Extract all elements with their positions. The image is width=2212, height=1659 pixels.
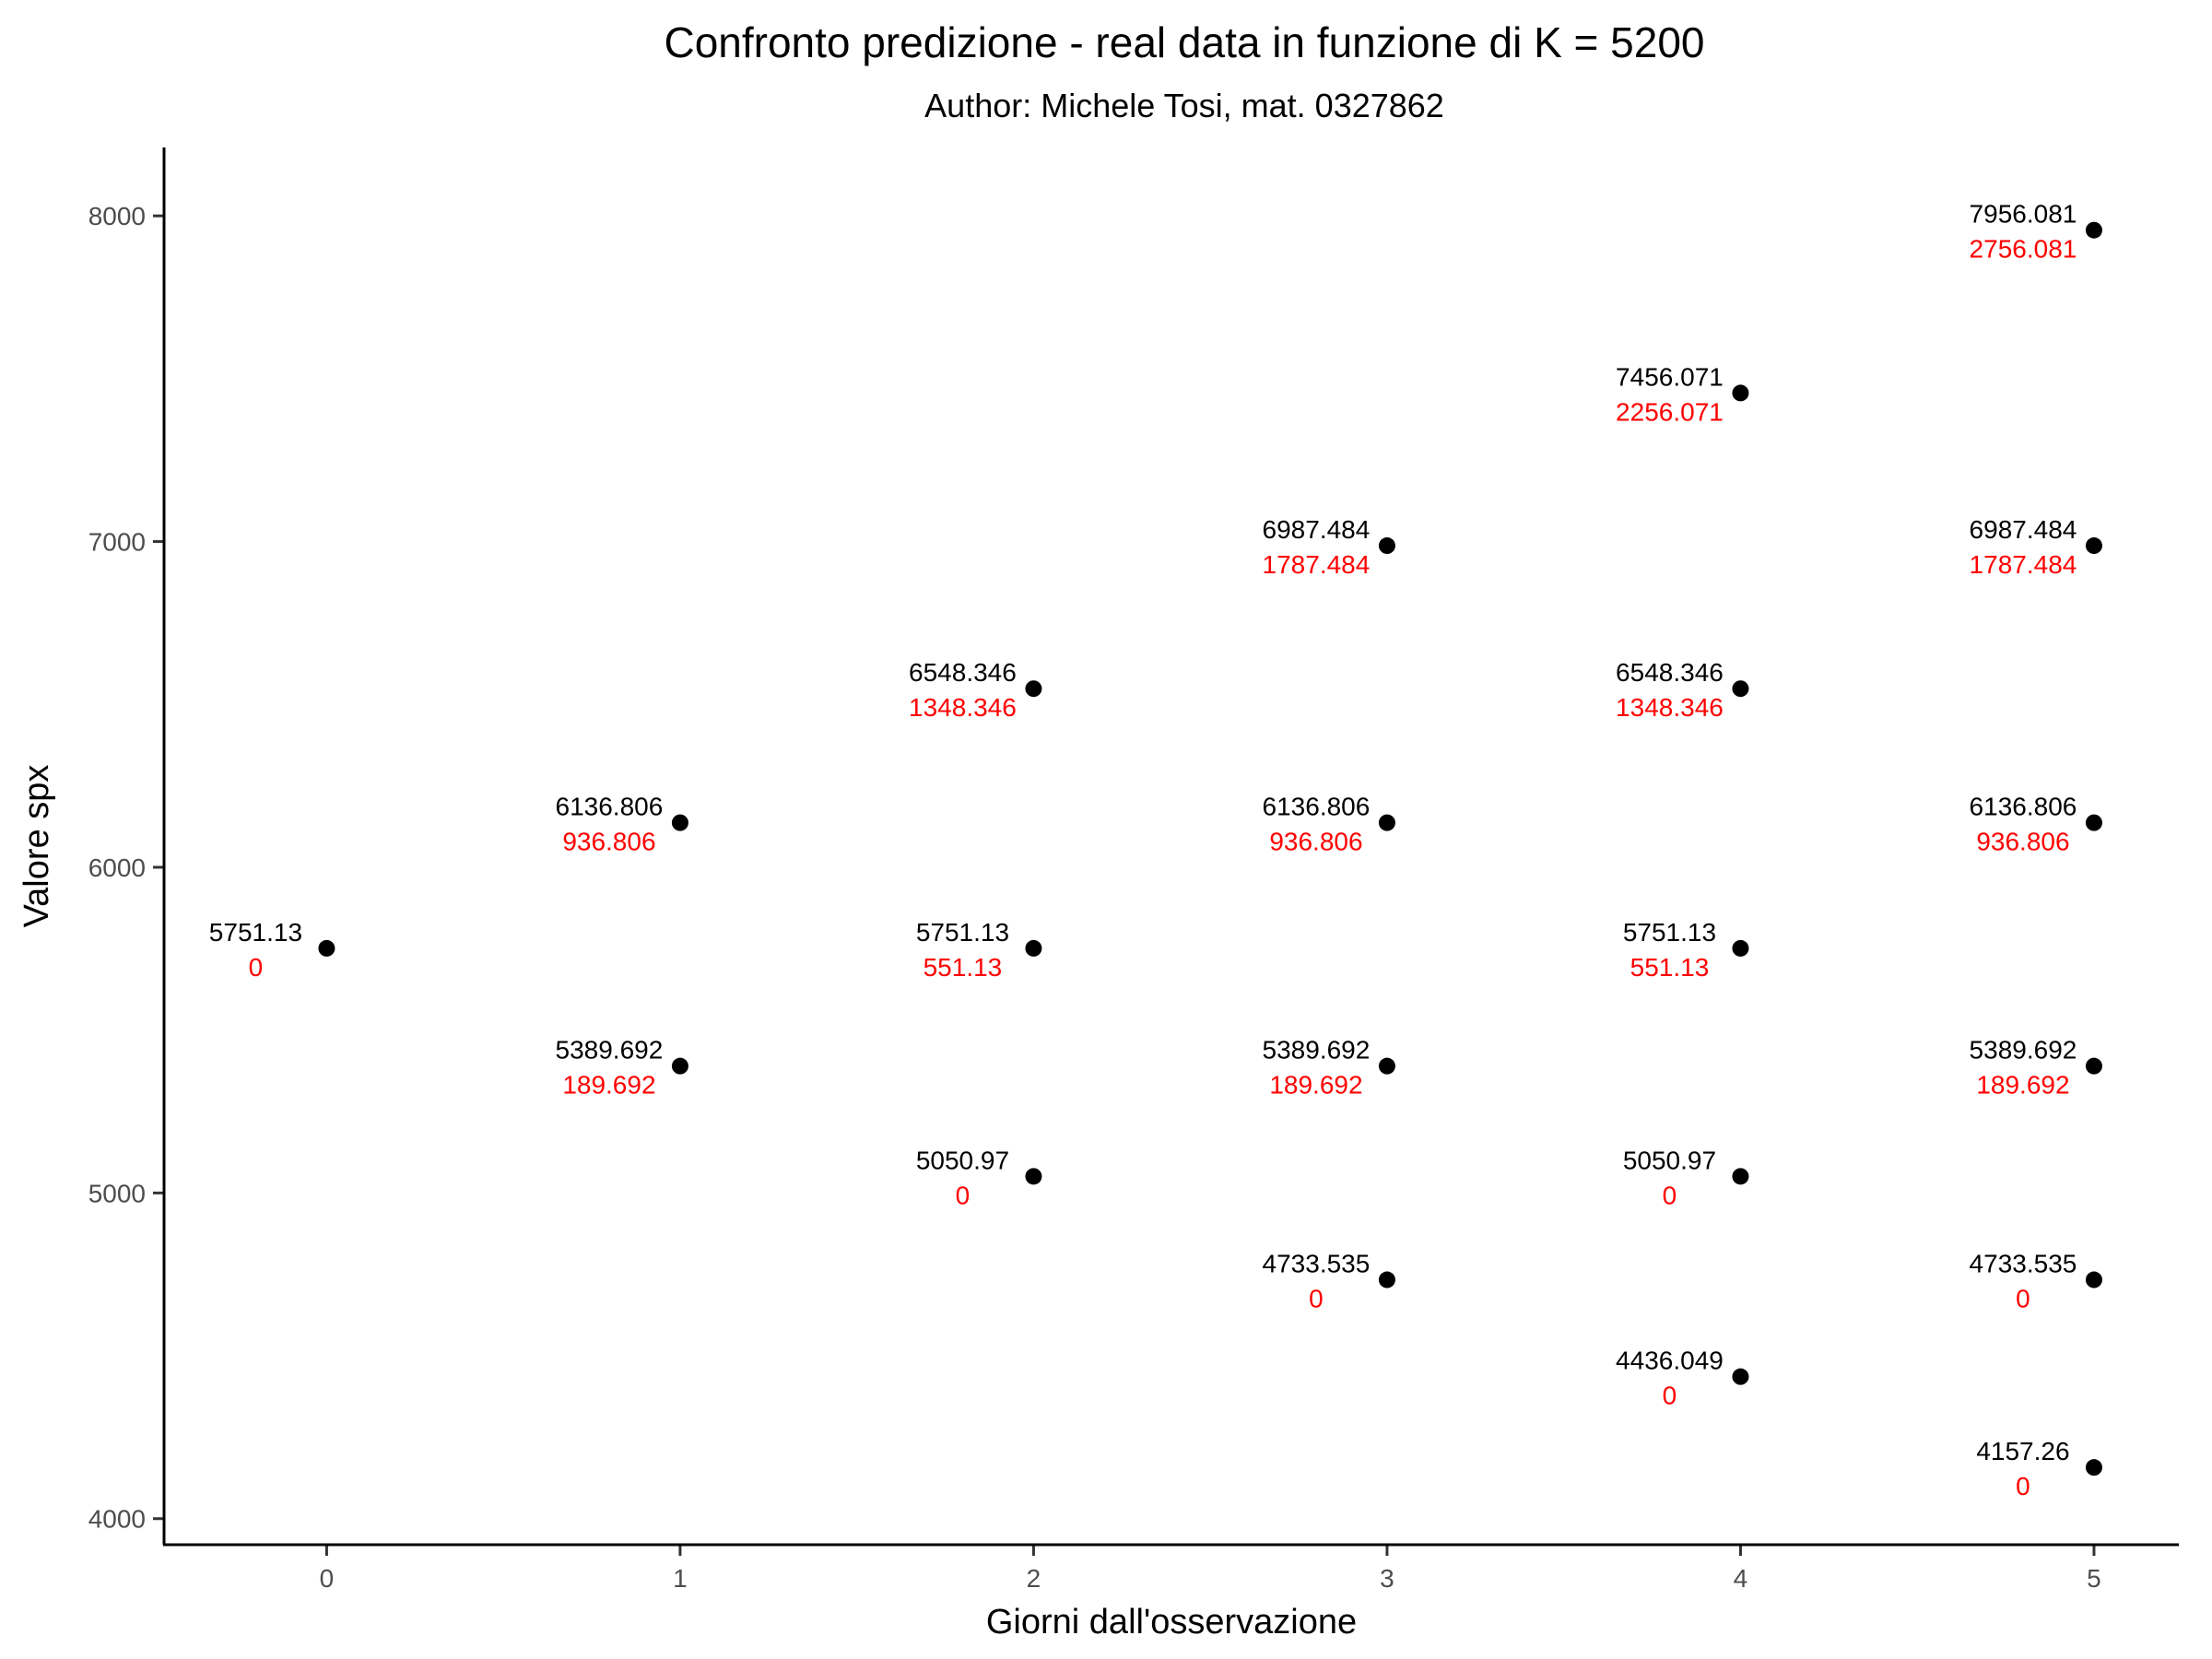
x-tick-label: 2 (1027, 1564, 1041, 1593)
data-point (1378, 1271, 1395, 1288)
data-point (1025, 680, 1042, 698)
data-points (318, 221, 2102, 1477)
y-axis-ticks: 4000 5000 6000 7000 8000 (88, 202, 164, 1534)
point-diff-label: 0 (249, 953, 264, 982)
point-value-label: 6136.806 (556, 793, 664, 821)
data-point (2085, 1271, 2102, 1288)
point-value-label: 5050.97 (916, 1146, 1009, 1174)
point-value-label: 4733.535 (1263, 1250, 1371, 1278)
data-point (1732, 384, 1749, 402)
x-tick-label: 1 (673, 1564, 688, 1593)
point-value-label: 7456.071 (1616, 362, 1724, 391)
point-value-label: 5389.692 (1970, 1036, 2077, 1065)
x-tick-label: 4 (1734, 1564, 1748, 1593)
data-point (1378, 1057, 1395, 1075)
y-tick-label: 8000 (88, 202, 146, 230)
point-value-label: 6987.484 (1970, 515, 2077, 544)
data-point (1732, 1368, 1749, 1385)
data-labels: 5751.13 0 6136.806 936.806 5389.692 189.692 65… (209, 200, 2077, 1500)
data-point (1025, 939, 1042, 957)
point-diff-label: 1787.484 (1263, 550, 1371, 579)
point-diff-label: 551.13 (924, 953, 1003, 982)
point-diff-label: 551.13 (1630, 953, 1710, 982)
point-value-label: 5050.97 (1623, 1146, 1716, 1174)
point-value-label: 5751.13 (916, 918, 1009, 947)
data-point (1378, 537, 1395, 555)
point-diff-label: 936.806 (1976, 828, 2069, 856)
point-diff-label: 189.692 (1976, 1071, 2069, 1100)
data-point (1732, 1168, 1749, 1185)
point-value-label: 5751.13 (209, 918, 302, 947)
data-point (671, 814, 688, 831)
point-diff-label: 1348.346 (909, 693, 1017, 722)
point-diff-label: 1787.484 (1970, 550, 2077, 579)
data-point (1025, 1168, 1042, 1185)
x-axis-title: Giorni dall'osservazione (986, 1603, 1357, 1641)
point-value-label: 6987.484 (1263, 515, 1371, 544)
data-point (1378, 814, 1395, 831)
point-diff-label: 0 (956, 1181, 971, 1209)
data-point (2085, 1459, 2102, 1477)
data-point (2085, 1057, 2102, 1075)
point-value-label: 5389.692 (1263, 1036, 1371, 1065)
y-axis-title: Valore spx (18, 765, 56, 928)
data-point (671, 1057, 688, 1075)
point-value-label: 5389.692 (556, 1036, 664, 1065)
point-value-label: 4733.535 (1970, 1250, 2077, 1278)
point-value-label: 7956.081 (1970, 200, 2077, 229)
point-diff-label: 1348.346 (1616, 693, 1724, 722)
point-value-label: 6136.806 (1970, 793, 2077, 821)
point-diff-label: 189.692 (1269, 1071, 1362, 1100)
point-value-label: 6548.346 (1616, 658, 1724, 687)
point-diff-label: 0 (1663, 1382, 1677, 1410)
data-point (2085, 537, 2102, 555)
chart-title: Confronto predizione - real data in funz… (664, 18, 1704, 66)
y-tick-label: 4000 (88, 1505, 146, 1534)
point-diff-label: 936.806 (1269, 828, 1362, 856)
point-diff-label: 2756.081 (1970, 235, 2077, 264)
point-diff-label: 2256.071 (1616, 397, 1724, 426)
point-value-label: 6136.806 (1263, 793, 1371, 821)
point-value-label: 4157.26 (1976, 1437, 2069, 1465)
data-point (2085, 221, 2102, 239)
point-diff-label: 0 (2016, 1472, 2030, 1500)
chart-subtitle: Author: Michele Tosi, mat. 0327862 (924, 87, 1444, 124)
data-point (1732, 680, 1749, 698)
point-diff-label: 189.692 (562, 1071, 655, 1100)
point-diff-label: 0 (2016, 1285, 2030, 1313)
data-point (2085, 814, 2102, 831)
x-tick-label: 5 (2087, 1564, 2101, 1593)
data-point (1732, 939, 1749, 957)
point-value-label: 4436.049 (1616, 1347, 1724, 1375)
x-axis-ticks: 0 1 2 3 4 5 (320, 1545, 2101, 1593)
x-tick-label: 3 (1380, 1564, 1394, 1593)
point-diff-label: 0 (1309, 1285, 1324, 1313)
x-tick-label: 0 (320, 1564, 335, 1593)
y-tick-label: 7000 (88, 528, 146, 557)
y-tick-label: 6000 (88, 853, 146, 882)
point-value-label: 6548.346 (909, 658, 1017, 687)
y-tick-label: 5000 (88, 1179, 146, 1207)
point-diff-label: 0 (1663, 1181, 1677, 1209)
data-point (318, 939, 335, 957)
point-diff-label: 936.806 (562, 828, 655, 856)
point-value-label: 5751.13 (1623, 918, 1716, 947)
